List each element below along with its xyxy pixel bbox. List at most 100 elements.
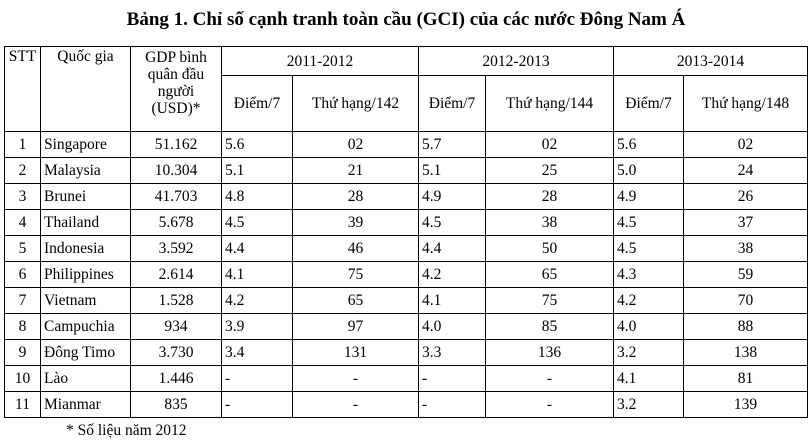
table-row: 8 Campuchia 934 3.9 97 4.0 85 4.0 88 <box>4 313 808 340</box>
cell-score-2012: 4.0 <box>418 313 486 340</box>
table-row: 5 Indonesia 3.592 4.4 46 4.4 50 4.5 38 <box>4 235 808 262</box>
cell-score-2013: 3.2 <box>613 391 684 418</box>
cell-country: Indonesia <box>40 235 131 262</box>
cell-rank-2011: 39 <box>292 209 419 236</box>
cell-score-2013: 4.1 <box>613 365 684 392</box>
cell-rank-2011: - <box>292 391 419 418</box>
cell-rank-2013: 02 <box>683 131 808 158</box>
cell-score-2012: 4.1 <box>418 287 486 314</box>
cell-score-2011: 5.6 <box>221 131 293 158</box>
cell-stt: 1 <box>4 131 41 158</box>
cell-rank-2011: 21 <box>292 157 419 184</box>
cell-score-2012: 4.9 <box>418 183 486 210</box>
cell-stt: 10 <box>4 365 41 392</box>
cell-score-2011: - <box>221 365 293 392</box>
cell-rank-2013: 37 <box>683 209 808 236</box>
cell-rank-2012: 28 <box>485 183 614 210</box>
table-row: 3 Brunei 41.703 4.8 28 4.9 28 4.9 26 <box>4 183 808 210</box>
cell-stt: 7 <box>4 287 41 314</box>
cell-country: Lào <box>40 365 131 392</box>
cell-score-2011: 3.4 <box>221 339 293 366</box>
cell-score-2011: 4.1 <box>221 261 293 288</box>
cell-rank-2011: 97 <box>292 313 419 340</box>
cell-gdp: 1.446 <box>130 365 222 392</box>
cell-score-2012: 5.7 <box>418 131 486 158</box>
cell-stt: 3 <box>4 183 41 210</box>
cell-score-2013: 4.2 <box>613 287 684 314</box>
cell-rank-2013: 24 <box>683 157 808 184</box>
gci-table: STT Quốc gia GDP bình quân đầu người (US… <box>4 46 808 418</box>
cell-rank-2011: 131 <box>292 339 419 366</box>
table-row: 10 Lào 1.446- - - -4.1 81 <box>4 365 808 392</box>
cell-rank-2011: 65 <box>292 287 419 314</box>
cell-stt: 8 <box>4 313 41 340</box>
cell-score-2011: 4.2 <box>221 287 293 314</box>
header-rank-2011: Thứ hạng/142 <box>292 75 419 132</box>
cell-gdp: 835 <box>130 391 222 418</box>
cell-score-2011: 3.9 <box>221 313 293 340</box>
cell-gdp: 1.528 <box>130 287 222 314</box>
cell-gdp: 3.730 <box>130 339 222 366</box>
cell-score-2012: 4.4 <box>418 235 486 262</box>
cell-stt: 4 <box>4 209 41 236</box>
cell-country: Philippines <box>40 261 131 288</box>
table-row: 4 Thailand 5.678 4.5 39 4.5 38 4.5 37 <box>4 209 808 236</box>
cell-score-2012: 4.5 <box>418 209 486 236</box>
cell-score-2013: 5.6 <box>613 131 684 158</box>
cell-stt: 6 <box>4 261 41 288</box>
cell-rank-2013: 26 <box>683 183 808 210</box>
cell-score-2012: 4.2 <box>418 261 486 288</box>
cell-gdp: 934 <box>130 313 222 340</box>
header-country: Quốc gia <box>40 46 131 132</box>
cell-country: Thailand <box>40 209 131 236</box>
footnote: * Số liệu năm 2012 <box>66 422 187 439</box>
cell-rank-2013: 88 <box>683 313 808 340</box>
cell-rank-2012: 50 <box>485 235 614 262</box>
header-rank-2013: Thứ hạng/148 <box>683 75 808 132</box>
cell-score-2011: 4.8 <box>221 183 293 210</box>
cell-rank-2011: 28 <box>292 183 419 210</box>
cell-stt: 5 <box>4 235 41 262</box>
cell-gdp: 5.678 <box>130 209 222 236</box>
cell-score-2013: 4.3 <box>613 261 684 288</box>
cell-gdp: 51.162 <box>130 131 222 158</box>
cell-rank-2013: 38 <box>683 235 808 262</box>
cell-country: Campuchia <box>40 313 131 340</box>
cell-rank-2012: 136 <box>485 339 614 366</box>
cell-country: Mianmar <box>40 391 131 418</box>
header-score-2012: Điểm/7 <box>418 75 486 132</box>
cell-gdp: 2.614 <box>130 261 222 288</box>
table-row: 11 Mianmar 835- - - -3.2 139 <box>4 391 808 418</box>
cell-rank-2012: 85 <box>485 313 614 340</box>
cell-rank-2011: 02 <box>292 131 419 158</box>
cell-country: Malaysia <box>40 157 131 184</box>
cell-rank-2012: 25 <box>485 157 614 184</box>
cell-rank-2013: 81 <box>683 365 808 392</box>
cell-score-2012: - <box>418 391 486 418</box>
table-row: 9 Đông Timo 3.730 3.4 131 3.3 136 3.2 138 <box>4 339 808 366</box>
cell-score-2011: 5.1 <box>221 157 293 184</box>
cell-rank-2013: 70 <box>683 287 808 314</box>
cell-rank-2012: 65 <box>485 261 614 288</box>
cell-score-2011: 4.4 <box>221 235 293 262</box>
cell-country: Singapore <box>40 131 131 158</box>
table-row: 2 Malaysia 10.304 5.1 21 5.1 25 5.0 24 <box>4 157 808 184</box>
table-title: Bảng 1. Chỉ số cạnh tranh toàn cầu (GCI)… <box>126 9 686 30</box>
cell-score-2013: 4.5 <box>613 209 684 236</box>
cell-rank-2012: 38 <box>485 209 614 236</box>
header-period-2011-2012: 2011-2012 <box>221 46 419 76</box>
cell-score-2012: - <box>418 365 486 392</box>
cell-rank-2012: 02 <box>485 131 614 158</box>
cell-rank-2012: - <box>485 365 614 392</box>
cell-rank-2011: 75 <box>292 261 419 288</box>
cell-score-2011: 4.5 <box>221 209 293 236</box>
cell-rank-2013: 59 <box>683 261 808 288</box>
header-stt: STT <box>4 46 41 132</box>
cell-country: Vietnam <box>40 287 131 314</box>
cell-gdp: 10.304 <box>130 157 222 184</box>
table-row: 6 Philippines 2.614 4.1 75 4.2 65 4.3 59 <box>4 261 808 288</box>
cell-rank-2012: 75 <box>485 287 614 314</box>
header-rank-2012: Thứ hạng/144 <box>485 75 614 132</box>
cell-score-2012: 3.3 <box>418 339 486 366</box>
cell-rank-2011: - <box>292 365 419 392</box>
